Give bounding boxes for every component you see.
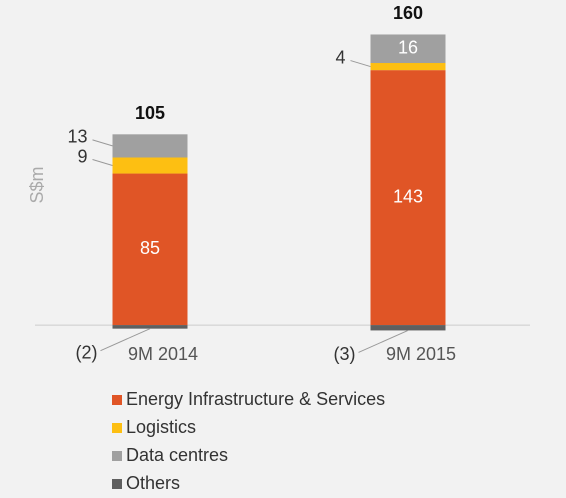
data-label: 143 — [393, 186, 423, 206]
bar-segment — [370, 70, 446, 326]
legend-swatch — [112, 395, 122, 405]
legend-label: Logistics — [126, 417, 196, 437]
y-axis-label: S$m — [27, 166, 47, 203]
leader-line — [92, 159, 113, 166]
data-label: 13 — [67, 127, 87, 147]
leader-line — [350, 60, 371, 68]
bar-segment — [112, 325, 188, 329]
total-label: 105 — [135, 103, 165, 123]
data-label: 16 — [398, 37, 418, 57]
legend-label: Energy Infrastructure & Services — [126, 389, 385, 409]
legend-swatch — [112, 479, 122, 489]
legend-swatch — [112, 423, 122, 433]
bar-segment — [112, 157, 188, 174]
bar-segment — [112, 173, 188, 326]
bar-segment — [370, 34, 446, 64]
leader-line — [100, 328, 151, 352]
x-tick-label: 9M 2015 — [386, 344, 456, 364]
x-tick-label: 9M 2014 — [128, 344, 198, 364]
legend-label: Data centres — [126, 445, 228, 465]
bar-segment — [370, 325, 446, 331]
data-label: 85 — [140, 238, 160, 258]
leader-line — [92, 139, 113, 147]
data-label: 9 — [77, 146, 87, 166]
leader-line — [358, 329, 409, 353]
bar-segment — [370, 63, 446, 71]
data-label: (3) — [334, 344, 356, 364]
total-label: 160 — [393, 3, 423, 23]
legend-swatch — [112, 451, 122, 461]
legend-label: Others — [126, 473, 180, 493]
bar-segment — [112, 134, 188, 158]
data-label: 4 — [335, 47, 345, 67]
data-label: (2) — [76, 342, 98, 362]
